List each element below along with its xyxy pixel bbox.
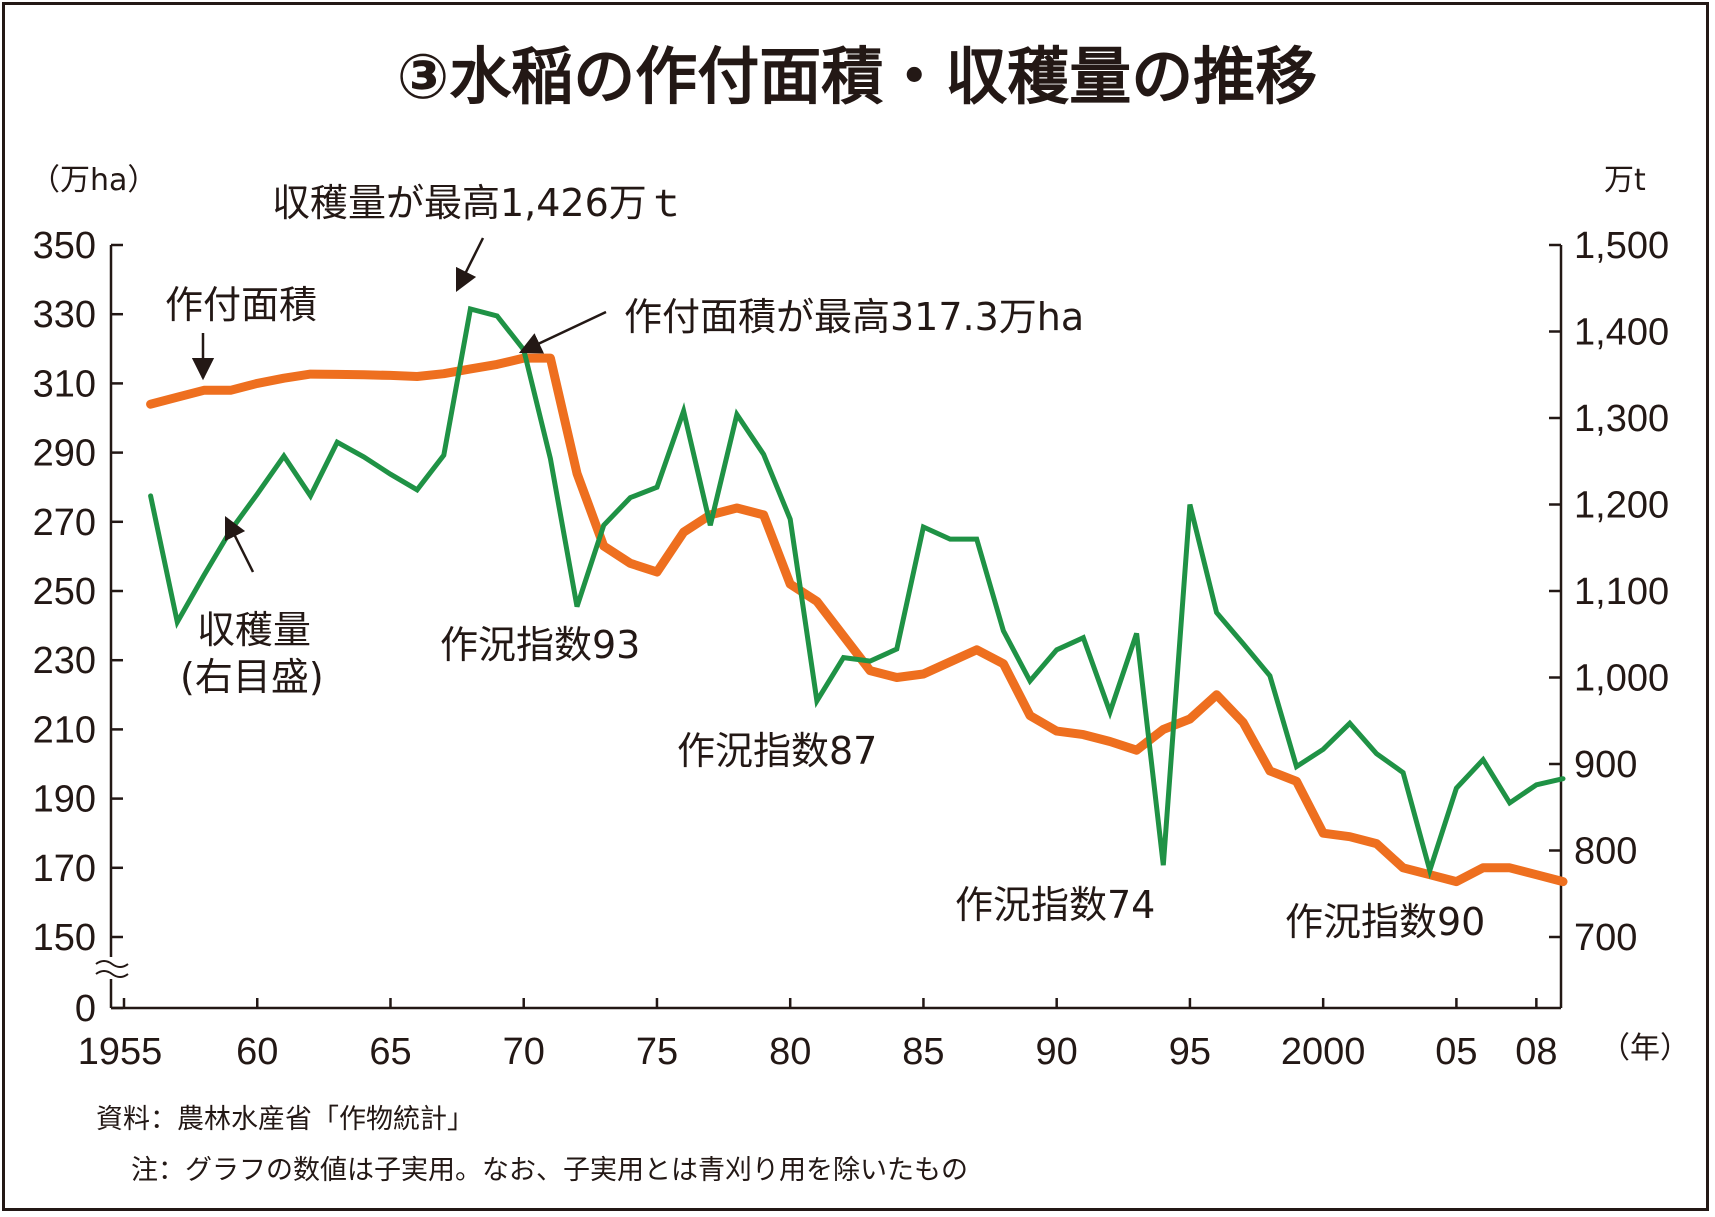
right-tick-label: 800 (1574, 831, 1637, 873)
left-tick-label: 330 (33, 294, 96, 336)
source-note: 資料：農林水産省「作物統計」 (96, 1104, 474, 1135)
right-axis-unit: 万t (1604, 163, 1646, 198)
x-tick-label: 65 (369, 1031, 411, 1073)
left-tick-label: 350 (33, 225, 96, 267)
x-axis-ticks: 1955 60 65 70 75 80 85 90 95 2000 05 08 (78, 998, 1557, 1073)
x-tick-label: 08 (1515, 1031, 1557, 1073)
harvest-label-arrow (224, 515, 255, 573)
left-tick-label: 250 (33, 571, 96, 613)
left-tick-label: 210 (33, 709, 96, 751)
left-tick-label: 230 (33, 640, 96, 682)
x-tick-label: 70 (503, 1031, 545, 1073)
x-tick-label: 60 (236, 1031, 278, 1073)
x-tick-label: 2000 (1281, 1031, 1366, 1073)
x-axis-unit: （年） (1600, 1031, 1690, 1066)
crop-index-74-label: 作況指数74 (955, 883, 1155, 927)
peak-area-arrow (518, 310, 607, 354)
crop-index-90-label: 作況指数90 (1285, 900, 1485, 944)
left-tick-label: 290 (33, 433, 96, 475)
right-tick-label: 1,300 (1574, 398, 1669, 440)
x-tick-label: 1955 (78, 1031, 163, 1073)
left-axis-ticks: 350 330 310 290 270 250 230 210 190 170 150 0 (33, 225, 123, 1030)
chart-title: ③水稲の作付面積・収穫量の推移 (397, 40, 1318, 113)
harvest-series-line (148, 305, 1566, 880)
x-tick-label: 90 (1036, 1031, 1078, 1073)
x-tick-label: 80 (769, 1031, 811, 1073)
crop-index-87-label: 作況指数87 (677, 729, 877, 773)
axis-break-icon (95, 957, 130, 979)
x-tick-label: 75 (636, 1031, 678, 1073)
x-tick-label: 05 (1435, 1031, 1477, 1073)
peak-harvest-annotation: 収穫量が最高1,426万ｔ (272, 181, 685, 225)
right-tick-label: 1,100 (1574, 571, 1669, 613)
peak-harvest-arrow (455, 237, 485, 293)
right-tick-label: 1,500 (1574, 225, 1669, 267)
right-tick-label: 1,200 (1574, 485, 1669, 527)
left-tick-label: 270 (33, 502, 96, 544)
left-tick-label: 150 (33, 917, 96, 959)
left-tick-label: 170 (33, 848, 96, 890)
peak-area-annotation: 作付面積が最高317.3万ha (624, 295, 1084, 339)
right-tick-label: 700 (1574, 917, 1637, 959)
x-tick-label: 85 (902, 1031, 944, 1073)
left-axis-unit: （万ha） (30, 163, 157, 198)
left-tick-label: 0 (75, 988, 96, 1030)
axes (95, 245, 1563, 1010)
right-tick-label: 1,400 (1574, 312, 1669, 354)
area-series-line (146, 353, 1568, 887)
left-tick-label: 310 (33, 363, 96, 405)
crop-index-93-label: 作況指数93 (440, 623, 640, 667)
right-axis-ticks: 1,500 1,400 1,300 1,200 1,100 1,000 900 800 700 (1549, 225, 1669, 959)
x-tick-label: 95 (1169, 1031, 1211, 1073)
area-series-label: 作付面積 (165, 283, 317, 327)
left-tick-label: 190 (33, 779, 96, 821)
harvest-axis-note: (右目盛) (180, 655, 324, 699)
right-tick-label: 1,000 (1574, 658, 1669, 700)
right-tick-label: 900 (1574, 744, 1637, 786)
footnote: 注：グラフの数値は子実用。なお、子実用とは青刈り用を除いたもの (131, 1155, 968, 1186)
harvest-series-label: 収穫量 (197, 608, 311, 652)
